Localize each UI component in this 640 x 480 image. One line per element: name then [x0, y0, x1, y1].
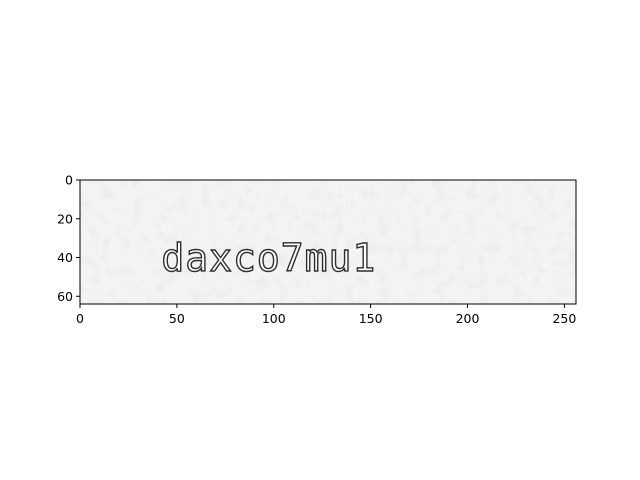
y-tick-label: 20	[57, 211, 73, 226]
image-axes: daxco7mu1 0 50 100 150 200 250 0 20 40 60	[57, 173, 577, 326]
axes-frame	[79, 179, 577, 305]
captcha-text: daxco7mu1	[161, 236, 376, 280]
x-tick-label: 150	[359, 311, 383, 326]
x-tick-label: 250	[552, 311, 576, 326]
x-axis: 0 50 100 150 200 250	[76, 304, 576, 326]
y-axis: 0 20 40 60	[57, 173, 80, 304]
x-tick-label: 50	[169, 311, 185, 326]
image-noise	[80, 180, 576, 304]
x-tick-label: 100	[262, 311, 286, 326]
x-tick-label: 200	[456, 311, 480, 326]
y-tick-label: 0	[65, 173, 73, 188]
y-tick-label: 60	[57, 289, 73, 304]
x-tick-label: 0	[76, 311, 84, 326]
y-tick-label: 40	[57, 250, 73, 265]
